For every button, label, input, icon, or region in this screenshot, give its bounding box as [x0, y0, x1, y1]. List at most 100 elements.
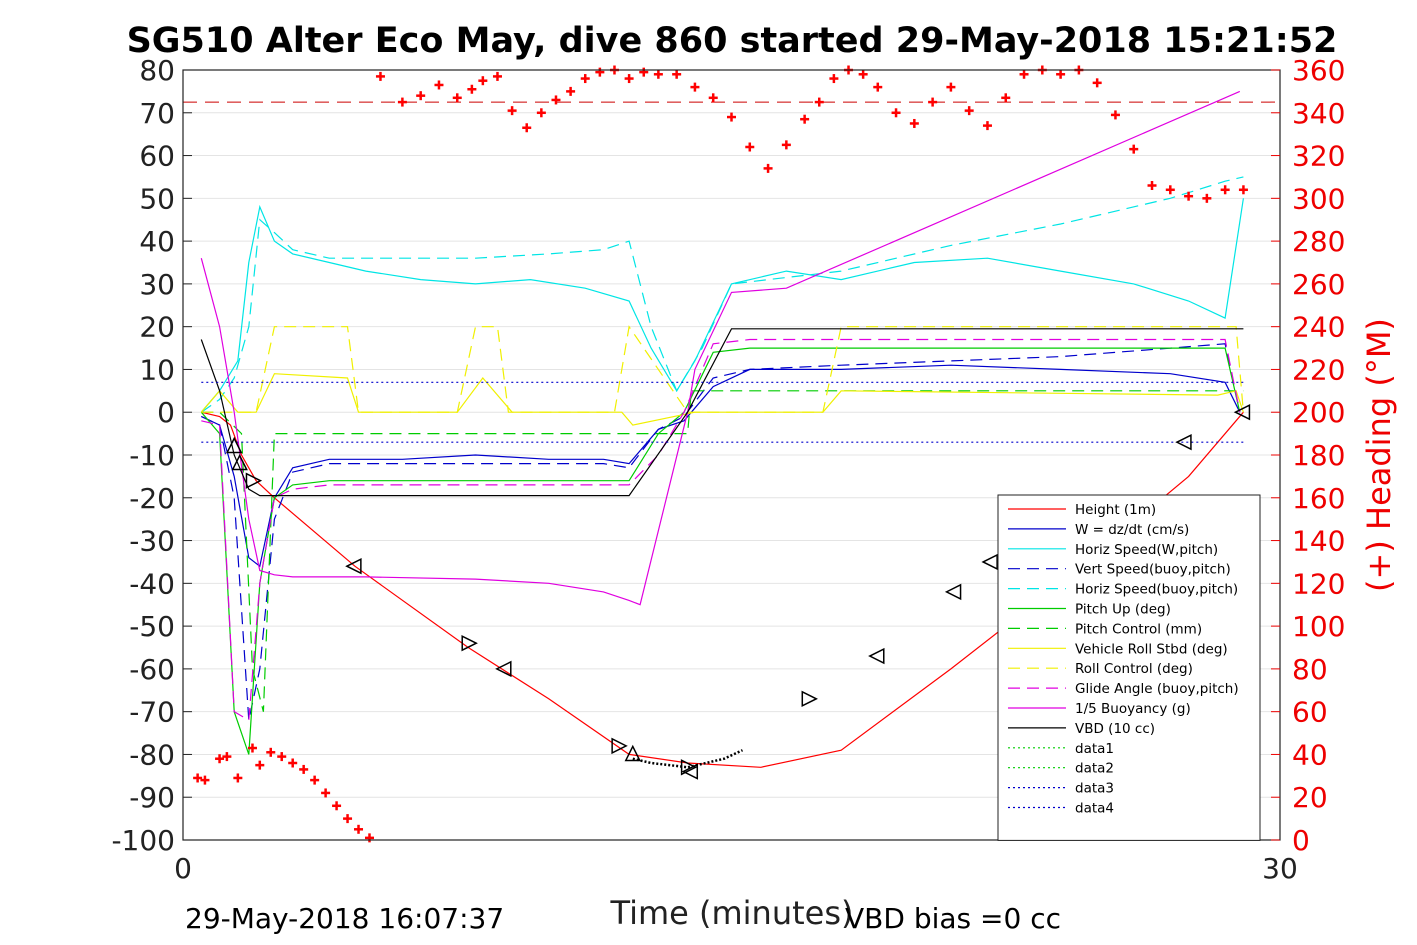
heading-point — [247, 743, 257, 753]
heading-point — [1147, 181, 1157, 190]
heading-point — [566, 86, 576, 96]
series-line-7 — [200, 373, 1244, 426]
legend-label: W = dz/dt (cm/s) — [1075, 522, 1189, 538]
heading-point — [1110, 110, 1120, 120]
heading-point — [354, 824, 364, 834]
heading-point — [690, 82, 700, 92]
legend-label: Pitch Control (mm) — [1075, 621, 1202, 637]
y-tick-label: -80 — [129, 738, 175, 771]
heading-point — [800, 114, 810, 124]
y-tick-label: -100 — [111, 824, 175, 857]
x-axis-label: Time (minutes) — [610, 894, 854, 932]
y2-tick-label: 160 — [1292, 482, 1345, 515]
y-tick-label: -40 — [129, 567, 175, 600]
heading-point — [1202, 193, 1212, 203]
heading-point — [928, 97, 938, 107]
legend-label: Vert Speed(buoy,pitch) — [1075, 562, 1231, 578]
series-line-4 — [200, 176, 1244, 413]
y-tick-label: -20 — [129, 482, 175, 515]
y-tick-label: 10 — [139, 353, 175, 386]
series-line-9 — [201, 338, 1241, 722]
y-tick-label: 20 — [139, 311, 175, 344]
heading-point — [416, 91, 426, 101]
y2-tick-label: 240 — [1292, 311, 1345, 344]
y2-tick-label: 300 — [1292, 182, 1345, 215]
legend-label: Roll Control (deg) — [1075, 661, 1193, 677]
heading-point — [982, 121, 992, 131]
heading-point — [397, 97, 407, 107]
triangle-marker — [681, 763, 699, 780]
triangle-marker — [868, 647, 885, 665]
y-tick-label: -10 — [129, 439, 175, 472]
legend-label: Horiz Speed(buoy,pitch) — [1075, 582, 1238, 598]
y2-tick-label: 340 — [1292, 97, 1345, 130]
heading-point — [829, 74, 839, 84]
triangle-marker — [245, 472, 263, 489]
y2-tick-label: 200 — [1292, 396, 1345, 429]
heading-point — [1238, 185, 1248, 195]
y-tick-label: 40 — [139, 225, 175, 258]
triangle-marker — [981, 553, 998, 571]
x-tick-label: 30 — [1262, 852, 1298, 885]
triangle-marker — [495, 660, 512, 678]
heading-point — [909, 118, 919, 128]
heading-point — [639, 67, 649, 77]
heading-point — [193, 773, 203, 783]
y2-tick-label: 40 — [1292, 738, 1328, 771]
triangle-marker — [225, 436, 243, 454]
heading-point — [781, 140, 791, 150]
y-tick-label: 50 — [139, 182, 175, 215]
heading-point — [1184, 191, 1194, 201]
triangle-marker — [680, 759, 698, 776]
y-tick-label: 70 — [139, 97, 175, 130]
triangle-marker — [461, 635, 478, 652]
legend-label: Height (1m) — [1075, 502, 1156, 518]
legend-label: data3 — [1075, 781, 1114, 797]
series-line-10 — [200, 90, 1241, 606]
y-tick-label: 0 — [157, 396, 175, 429]
legend-label: Pitch Up (deg) — [1075, 602, 1171, 618]
heading-point — [255, 760, 265, 770]
legend-label: Glide Angle (buoy,pitch) — [1075, 681, 1239, 697]
triangle-marker — [801, 690, 818, 708]
heading-point — [522, 123, 532, 133]
triangle-marker — [345, 558, 362, 575]
series-line-11 — [200, 328, 1244, 497]
legend-label: data2 — [1075, 761, 1114, 777]
heading-point — [200, 775, 210, 785]
heading-point — [551, 95, 561, 105]
heading-point — [299, 764, 309, 774]
y-tick-label: -30 — [129, 525, 175, 558]
heading-point — [492, 71, 502, 81]
y-tick-label: -70 — [129, 696, 175, 729]
heading-point — [1092, 78, 1102, 88]
y2-tick-label: 320 — [1292, 140, 1345, 173]
heading-point — [580, 74, 590, 84]
heading-point — [1001, 93, 1011, 103]
heading-point — [964, 106, 974, 116]
y2-axis-label: (+) Heading (°M) — [1360, 318, 1398, 592]
heading-point — [233, 773, 243, 783]
y2-tick-label: 0 — [1292, 824, 1310, 857]
y-tick-label: -60 — [129, 653, 175, 686]
heading-point — [343, 814, 353, 824]
heading-point — [595, 67, 605, 77]
y-tick-label: 60 — [139, 140, 175, 173]
legend: Height (1m) W = dz/dt (cm/s) Horiz Speed(W… — [997, 494, 1261, 841]
heading-point — [1056, 69, 1066, 79]
series-line-1 — [201, 364, 1241, 568]
heading-point — [434, 80, 444, 90]
heading-point — [467, 84, 477, 94]
series-line-2 — [200, 198, 1244, 413]
legend-label: Horiz Speed(W,pitch) — [1075, 542, 1218, 558]
y2-tick-label: 180 — [1292, 439, 1345, 472]
legend-label: data1 — [1075, 741, 1114, 757]
y-tick-label: 30 — [139, 268, 175, 301]
y2-tick-label: 280 — [1292, 225, 1345, 258]
heading-point — [1220, 185, 1230, 195]
heading-point — [763, 163, 773, 173]
triangle-marker — [611, 737, 628, 755]
heading-point — [375, 71, 385, 81]
heading-point — [288, 758, 298, 768]
y-tick-label: -50 — [129, 610, 175, 643]
